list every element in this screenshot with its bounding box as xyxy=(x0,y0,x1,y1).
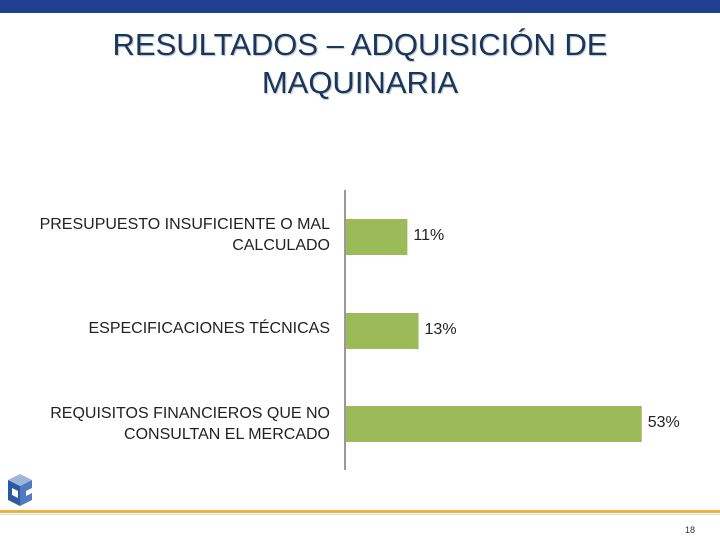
data-label: 11% xyxy=(413,227,445,244)
title-line-2: MAQUINARIA xyxy=(261,65,459,100)
bar xyxy=(346,219,408,255)
bar xyxy=(346,313,419,349)
organization-logo xyxy=(8,474,32,506)
data-label: 53% xyxy=(647,414,680,431)
title-line-1: RESULTADOS – ADQUISICIÓN DE xyxy=(112,27,608,62)
category-label: PRESUPUESTO INSUFICIENTE O MAL CALCULADO xyxy=(39,216,330,254)
footer-divider xyxy=(0,514,720,515)
page-number: 18 xyxy=(684,525,695,535)
bar xyxy=(346,406,642,442)
footer-accent-line xyxy=(0,510,720,513)
category-label: ESPECIFICACIONES TÉCNICAS xyxy=(88,320,330,337)
top-band xyxy=(0,0,720,13)
data-label: 13% xyxy=(424,321,457,338)
category-label: REQUISITOS FINANCIEROS QUE NO CONSULTAN … xyxy=(50,405,330,443)
slide-title: RESULTADOS – ADQUISICIÓN DE MAQUINARIA xyxy=(40,26,680,102)
